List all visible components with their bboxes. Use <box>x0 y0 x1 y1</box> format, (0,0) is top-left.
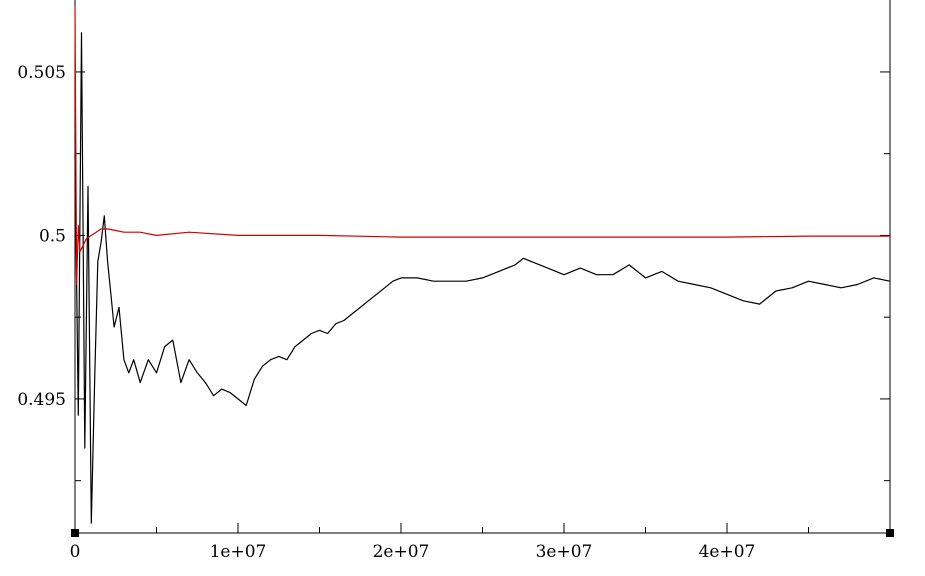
series-line-0 <box>74 32 891 524</box>
plot-corner-handles <box>71 529 894 537</box>
x-tick-label: 1e+07 <box>210 542 267 562</box>
series-lines <box>74 6 891 524</box>
x-tick-label: 0 <box>70 542 81 562</box>
x-tick-label: 3e+07 <box>536 542 593 562</box>
x-tick-label: 4e+07 <box>699 542 756 562</box>
axis-ticks <box>74 71 891 533</box>
corner-handle-left <box>71 529 79 537</box>
y-tick-label: 0.505 <box>17 63 66 83</box>
x-tick-label: 2e+07 <box>373 542 430 562</box>
corner-handle-right <box>886 529 894 537</box>
y-tick-label: 0.5 <box>39 226 66 246</box>
y-tick-label: 0.495 <box>17 390 66 410</box>
plot-frame <box>74 0 891 534</box>
axis-tick-labels: 0 1e+07 2e+07 3e+07 4e+07 0.495 0.5 0.505 <box>17 63 755 562</box>
series-line-1 <box>74 6 890 286</box>
